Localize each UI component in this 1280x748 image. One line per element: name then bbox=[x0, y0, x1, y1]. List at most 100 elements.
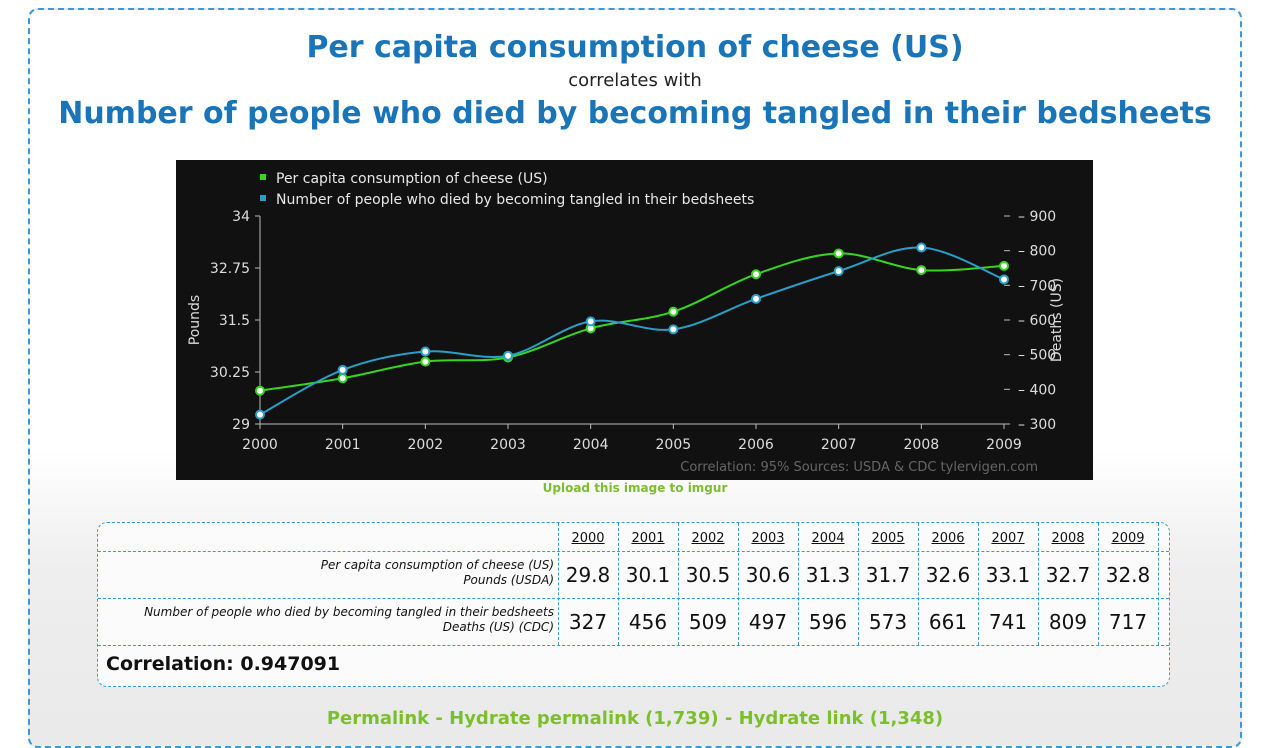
y-right-tick-label: – 600 bbox=[1018, 313, 1056, 329]
table-cell-value: 717 bbox=[1108, 610, 1148, 634]
y-left-tick-label: 31.5 bbox=[219, 313, 250, 329]
table-col-divider bbox=[858, 523, 859, 645]
table-year-header: 2004 bbox=[811, 531, 845, 546]
permalink-links[interactable]: Permalink - Hydrate permalink (1,739) - … bbox=[326, 708, 944, 729]
chart-panel: 29 30.25 31.5 32.75 34 – 300 – 400 – 500 – 600 – … bbox=[176, 160, 1093, 480]
table-cell-value: 509 bbox=[688, 610, 728, 634]
table-year-header: 2000 bbox=[571, 531, 605, 546]
table-cell-value: 32.7 bbox=[1045, 563, 1091, 587]
x-tick-label: 2000 bbox=[242, 437, 278, 453]
series-line-2 bbox=[259, 246, 1005, 416]
y-right-tick-label: – 700 bbox=[1018, 278, 1056, 294]
table-cell-value: 29.8 bbox=[565, 563, 611, 587]
table-cell-value: 31.3 bbox=[805, 563, 851, 587]
y-right-tick-label: – 400 bbox=[1018, 382, 1056, 398]
series-1-point bbox=[916, 265, 927, 276]
x-tick-label: 2004 bbox=[573, 437, 609, 453]
table-col-divider bbox=[678, 523, 679, 645]
x-tick-label: 2002 bbox=[408, 437, 444, 453]
table-col-divider bbox=[798, 523, 799, 645]
series-line-1 bbox=[259, 252, 1005, 392]
table-col-divider bbox=[1038, 523, 1039, 645]
y-right-tick-label: – 500 bbox=[1018, 348, 1056, 364]
table-col-divider bbox=[1158, 523, 1159, 645]
table-year-header: 2006 bbox=[931, 531, 965, 546]
table-year-header: 2007 bbox=[991, 531, 1025, 546]
table-cell-value: 327 bbox=[568, 610, 608, 634]
x-tick-label: 2006 bbox=[738, 437, 774, 453]
table-col-divider bbox=[558, 523, 559, 645]
table-col-divider bbox=[918, 523, 919, 645]
series-2-point bbox=[916, 242, 927, 253]
table-cell-value: 30.1 bbox=[625, 563, 671, 587]
y-left-tick-label: 32.75 bbox=[210, 261, 250, 277]
table-cell-value: 741 bbox=[988, 610, 1028, 634]
table-cell-value: 31.7 bbox=[865, 563, 911, 587]
x-tick-label: 2005 bbox=[656, 437, 692, 453]
series-1-point bbox=[255, 385, 265, 396]
series-2-point bbox=[751, 293, 761, 304]
x-tick-label: 2007 bbox=[821, 437, 857, 453]
data-table: 2000 2001 2002 2003 2004 2005 2006 2007 2008 2009… bbox=[97, 522, 1170, 687]
table-cell-value: 30.5 bbox=[685, 563, 731, 587]
table-row-source: Pounds (USDA) bbox=[463, 573, 554, 587]
table-cell-value: 497 bbox=[748, 610, 788, 634]
line-chart: 29 30.25 31.5 32.75 34 – 300 – 400 – 500 – 600 – … bbox=[187, 171, 1065, 475]
chart-title-secondary: Number of people who died by becoming ta… bbox=[58, 96, 1212, 131]
table-cell-value: 456 bbox=[628, 610, 668, 634]
y-left-tick-label: 34 bbox=[232, 209, 250, 225]
table-row-divider bbox=[98, 645, 1169, 646]
table-year-header: 2003 bbox=[751, 531, 785, 546]
table-year-header: 2005 bbox=[871, 531, 905, 546]
table-cell-value: 30.6 bbox=[745, 563, 791, 587]
table-col-divider bbox=[738, 523, 739, 645]
y-right-axis-label: Deaths (US) bbox=[1049, 278, 1065, 362]
series-1-point bbox=[420, 356, 431, 367]
table-year-header: 2009 bbox=[1111, 531, 1145, 546]
chart-title-primary: Per capita consumption of cheese (US) bbox=[306, 30, 964, 65]
table-cell-value: 661 bbox=[928, 610, 968, 634]
series-1-point bbox=[337, 373, 348, 384]
y-left-tick-label: 30.25 bbox=[210, 365, 250, 381]
correlation-value: Correlation: 0.947091 bbox=[106, 653, 341, 675]
x-tick-label: 2003 bbox=[490, 437, 526, 453]
series-2-point bbox=[255, 409, 265, 420]
table-row-title: Number of people who died by becoming ta… bbox=[144, 605, 554, 619]
y-left-axis-label: Pounds bbox=[187, 295, 203, 345]
upload-imgur-link[interactable]: Upload this image to imgur bbox=[542, 481, 728, 495]
y-right-tick-label: – 300 bbox=[1018, 417, 1056, 433]
x-tick-label: 2001 bbox=[325, 437, 361, 453]
table-cell-value: 596 bbox=[808, 610, 848, 634]
table-cell-value: 32.6 bbox=[925, 563, 971, 587]
series-2-point bbox=[420, 346, 431, 357]
y-right-tick-label: – 900 bbox=[1018, 209, 1056, 225]
x-tick-label: 2008 bbox=[904, 437, 940, 453]
table-year-header: 2001 bbox=[631, 531, 665, 546]
series-1-point bbox=[833, 248, 844, 259]
table-cell-value: 33.1 bbox=[985, 563, 1031, 587]
y-left-tick-label: 29 bbox=[232, 417, 250, 433]
table-col-divider bbox=[1098, 523, 1099, 645]
table-row-source: Deaths (US) (CDC) bbox=[442, 620, 554, 634]
series-2-point bbox=[999, 274, 1009, 285]
table-cell-value: 809 bbox=[1048, 610, 1088, 634]
table-year-header: 2008 bbox=[1051, 531, 1085, 546]
series-2-point bbox=[503, 350, 513, 361]
correlates-with-text: correlates with bbox=[568, 70, 702, 91]
series-2-point bbox=[585, 316, 596, 327]
chart-footer-credits: Correlation: 95% Sources: USDA & CDC tyl… bbox=[680, 460, 1038, 475]
table-col-divider bbox=[618, 523, 619, 645]
table-row-label: Per capita consumption of cheese (US) Pou… bbox=[94, 558, 554, 588]
series-1-point bbox=[668, 306, 679, 317]
legend-entry-2: Number of people who died by becoming ta… bbox=[276, 192, 754, 208]
table-row-divider bbox=[98, 598, 1169, 599]
series-1-point bbox=[751, 269, 761, 280]
series-2-point bbox=[668, 324, 679, 335]
series-2-point bbox=[833, 266, 844, 277]
table-row-divider bbox=[98, 551, 1169, 552]
series-1-point bbox=[999, 260, 1009, 271]
legend-swatch-2 bbox=[260, 195, 266, 201]
table-row-title: Per capita consumption of cheese (US) bbox=[320, 558, 554, 572]
table-cell-value: 573 bbox=[868, 610, 908, 634]
series-2-point bbox=[337, 364, 348, 375]
